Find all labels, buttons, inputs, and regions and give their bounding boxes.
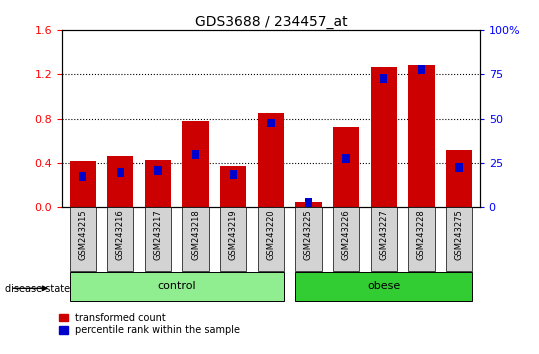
Bar bbox=[154, 166, 162, 175]
Text: GSM243220: GSM243220 bbox=[266, 210, 275, 260]
FancyBboxPatch shape bbox=[371, 207, 397, 271]
Text: GSM243218: GSM243218 bbox=[191, 210, 200, 261]
Bar bbox=[220, 166, 246, 207]
Bar bbox=[371, 67, 397, 207]
Bar bbox=[79, 172, 86, 181]
Bar bbox=[333, 127, 360, 207]
FancyBboxPatch shape bbox=[70, 273, 284, 301]
FancyBboxPatch shape bbox=[258, 207, 284, 271]
FancyBboxPatch shape bbox=[295, 207, 322, 271]
Bar bbox=[116, 168, 124, 177]
Text: GSM243216: GSM243216 bbox=[116, 210, 125, 261]
Bar bbox=[230, 170, 237, 179]
Title: GDS3688 / 234457_at: GDS3688 / 234457_at bbox=[195, 15, 347, 29]
Text: GSM243215: GSM243215 bbox=[78, 210, 87, 260]
Text: GSM243228: GSM243228 bbox=[417, 210, 426, 261]
Bar bbox=[446, 149, 472, 207]
Bar bbox=[192, 150, 199, 159]
Text: GSM243227: GSM243227 bbox=[379, 210, 388, 261]
Bar bbox=[305, 198, 312, 207]
Text: obese: obese bbox=[367, 281, 400, 291]
FancyBboxPatch shape bbox=[107, 207, 134, 271]
FancyBboxPatch shape bbox=[220, 207, 246, 271]
Bar bbox=[145, 160, 171, 207]
Bar bbox=[107, 156, 134, 207]
Text: GSM243275: GSM243275 bbox=[454, 210, 464, 261]
FancyBboxPatch shape bbox=[333, 207, 360, 271]
Bar bbox=[408, 65, 434, 207]
Bar bbox=[455, 163, 462, 172]
Bar bbox=[380, 74, 388, 83]
Text: GSM243219: GSM243219 bbox=[229, 210, 238, 260]
Text: control: control bbox=[157, 281, 196, 291]
Bar bbox=[295, 201, 322, 207]
Bar bbox=[267, 119, 274, 127]
Text: GSM243217: GSM243217 bbox=[154, 210, 162, 261]
Text: GSM243226: GSM243226 bbox=[342, 210, 350, 261]
FancyBboxPatch shape bbox=[408, 207, 434, 271]
FancyBboxPatch shape bbox=[446, 207, 472, 271]
Bar bbox=[258, 113, 284, 207]
FancyBboxPatch shape bbox=[295, 273, 472, 301]
FancyBboxPatch shape bbox=[182, 207, 209, 271]
Text: GSM243225: GSM243225 bbox=[304, 210, 313, 260]
Bar bbox=[418, 65, 425, 74]
FancyBboxPatch shape bbox=[70, 207, 96, 271]
Bar bbox=[342, 154, 350, 163]
Bar bbox=[182, 121, 209, 207]
Text: disease state: disease state bbox=[5, 284, 71, 293]
Bar bbox=[70, 161, 96, 207]
FancyBboxPatch shape bbox=[145, 207, 171, 271]
Legend: transformed count, percentile rank within the sample: transformed count, percentile rank withi… bbox=[59, 313, 240, 335]
